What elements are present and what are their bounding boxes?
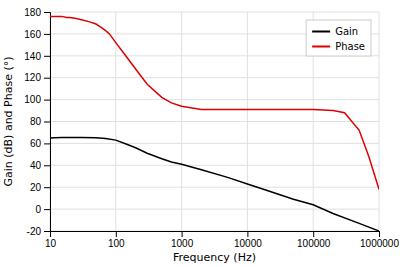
tick: 80 bbox=[30, 116, 50, 127]
tick-label: 100000 bbox=[297, 238, 331, 249]
tick-mark bbox=[44, 78, 50, 79]
tick-label: 1000 bbox=[171, 238, 194, 249]
tick-mark bbox=[44, 165, 50, 166]
tick-label: 80 bbox=[30, 116, 42, 127]
tick-label: 10 bbox=[45, 238, 57, 249]
tick-mark bbox=[379, 231, 380, 237]
tick: 160 bbox=[24, 29, 50, 40]
x-axis-title: Frequency (Hz) bbox=[173, 251, 256, 264]
grid bbox=[50, 12, 379, 231]
tick: 0 bbox=[35, 204, 50, 215]
y-axis-title: Gain (dB) and Phase (°) bbox=[2, 56, 15, 186]
tick-label: 40 bbox=[30, 160, 42, 171]
tick-label: 100 bbox=[24, 94, 41, 105]
tick: 1000 bbox=[171, 231, 194, 249]
tick-label: 160 bbox=[24, 29, 41, 40]
tick-label: 10000 bbox=[234, 238, 262, 249]
tick-mark bbox=[44, 100, 50, 101]
tick-mark bbox=[182, 231, 183, 237]
tick-mark bbox=[44, 187, 50, 188]
series-line bbox=[50, 16, 379, 189]
series-group bbox=[50, 16, 379, 231]
tick: -20 bbox=[27, 226, 50, 237]
tick-label: 1000000 bbox=[360, 238, 399, 249]
tick: 140 bbox=[24, 51, 50, 62]
grid-line-y bbox=[50, 187, 379, 188]
legend-swatch bbox=[312, 31, 330, 33]
tick: 60 bbox=[30, 138, 50, 149]
tick-mark bbox=[116, 231, 117, 237]
axis-line bbox=[44, 13, 51, 232]
tick-mark bbox=[44, 122, 50, 123]
tick: 40 bbox=[30, 160, 50, 171]
tick-mark bbox=[44, 231, 50, 232]
tick-label: 140 bbox=[24, 51, 41, 62]
grid-line-y bbox=[50, 77, 379, 78]
tick: 10000 bbox=[234, 231, 262, 249]
tick: 20 bbox=[30, 182, 50, 193]
tick-label: 60 bbox=[30, 138, 42, 149]
legend-label: Phase bbox=[335, 41, 365, 52]
legend-item: Phase bbox=[312, 41, 365, 52]
tick: 100000 bbox=[297, 231, 331, 249]
tick-mark bbox=[44, 209, 50, 210]
axis-line bbox=[51, 232, 380, 238]
y-axis: -20 0 20 40 60 80 100 120 140 160 180 bbox=[24, 7, 50, 237]
tick-label: -20 bbox=[27, 226, 42, 237]
tick: 10 bbox=[45, 231, 57, 249]
legend-swatch bbox=[312, 46, 330, 48]
tick-mark bbox=[44, 34, 50, 35]
tick: 120 bbox=[24, 72, 50, 83]
legend-box bbox=[306, 20, 371, 56]
tick: 1000000 bbox=[360, 231, 399, 249]
tick: 180 bbox=[24, 7, 50, 18]
tick-mark bbox=[313, 231, 314, 237]
grid-line-y bbox=[50, 12, 379, 13]
legend-label: Gain bbox=[335, 26, 358, 37]
tick-label: 100 bbox=[108, 238, 125, 249]
tick: 100 bbox=[108, 231, 125, 249]
series-line bbox=[50, 138, 379, 231]
tick-mark bbox=[247, 231, 248, 237]
legend-item: Gain bbox=[312, 26, 358, 37]
x-axis: 10 100 1000 10000 100000 1000000 bbox=[45, 231, 399, 249]
chart: 10 100 1000 10000 100000 1000000 -20 0 20 40 60 80 1… bbox=[0, 0, 405, 267]
grid-line-y bbox=[50, 209, 379, 210]
grid-line-y bbox=[50, 99, 379, 100]
tick-label: 120 bbox=[24, 72, 41, 83]
tick-label: 20 bbox=[30, 182, 42, 193]
tick-mark bbox=[44, 56, 50, 57]
tick: 100 bbox=[24, 94, 50, 105]
tick-label: 180 bbox=[24, 7, 41, 18]
tick-mark bbox=[44, 143, 50, 144]
tick-mark bbox=[44, 12, 50, 13]
grid-line-y bbox=[50, 121, 379, 122]
plot: 10 100 1000 10000 100000 1000000 -20 0 20 40 60 80 1… bbox=[24, 7, 399, 249]
grid-line-y bbox=[50, 143, 379, 144]
tick-label: 0 bbox=[35, 204, 41, 215]
legend: Gain Phase bbox=[306, 20, 371, 56]
grid-line-y bbox=[50, 165, 379, 166]
